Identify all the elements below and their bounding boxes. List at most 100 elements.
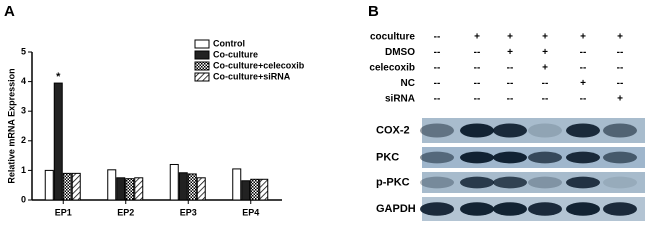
y-tick-label: 0 [21, 194, 26, 204]
band-label: PKC [376, 151, 399, 163]
treatment-cell: -- [434, 94, 441, 105]
legend-swatch [194, 39, 210, 49]
treatment-cell: + [542, 47, 548, 58]
treatment-cell: -- [434, 47, 441, 58]
blot: coculture -- + + + + + DMSO -- -- + + -- -- celecoxib -… [369, 32, 645, 221]
bar [116, 177, 126, 201]
bar [196, 177, 206, 201]
band [566, 123, 600, 138]
y-tick-label: 1 [21, 165, 26, 175]
treatment-cell: -- [580, 47, 587, 58]
legend-label: Co-culture+celecoxib [213, 60, 305, 70]
treatment-cell: + [507, 47, 513, 58]
bar [125, 178, 135, 201]
treatment-cell: -- [580, 94, 587, 105]
panel-label: A [4, 3, 15, 20]
band [603, 202, 637, 216]
treatment-cell: -- [617, 63, 624, 74]
band [528, 202, 562, 216]
bar [44, 169, 54, 201]
treatment-cell: -- [507, 94, 514, 105]
x-tick-label: EP2 [117, 207, 134, 217]
bar [178, 172, 188, 201]
treatment-cell: + [507, 32, 513, 43]
annotation: * [56, 71, 61, 83]
band [420, 202, 454, 216]
band [460, 202, 494, 216]
treatment-cell: -- [434, 32, 441, 43]
legend-label: Co-culture+siRNA [213, 71, 291, 81]
treatment-cell: -- [474, 94, 481, 105]
treatment-label: NC [401, 78, 415, 89]
figure: A B Relative mRNA Expression coculture --… [4, 3, 645, 221]
y-tick-label: 3 [21, 106, 26, 116]
bar [259, 178, 269, 201]
band [493, 202, 527, 216]
treatment-cell: -- [617, 47, 624, 58]
treatment-cell: -- [474, 47, 481, 58]
treatment-label: coculture [370, 32, 415, 43]
treatment-cell: + [542, 63, 548, 74]
treatment-cell: -- [617, 78, 624, 89]
treatment-cell: -- [434, 78, 441, 89]
treatment-label: celecoxib [369, 63, 415, 74]
bar [134, 177, 144, 201]
band [420, 151, 454, 164]
band [528, 176, 562, 189]
band [493, 123, 527, 138]
bar [169, 163, 179, 201]
bar [241, 180, 251, 201]
treatment-cell: -- [542, 78, 549, 89]
band [566, 202, 600, 216]
bar [187, 173, 197, 201]
treatment-label: siRNA [385, 94, 415, 105]
legend-swatch [194, 50, 210, 60]
band [420, 176, 454, 189]
treatment-cell: + [542, 32, 548, 43]
band [420, 123, 454, 138]
y-tick-label: 5 [21, 46, 26, 56]
treatment-cell: -- [474, 78, 481, 89]
treatment-cell: -- [580, 63, 587, 74]
treatment-cell: -- [434, 63, 441, 74]
bar [53, 82, 63, 201]
treatment-label: DMSO [385, 47, 415, 58]
treatment-cell: + [617, 94, 623, 105]
treatment-cell: + [617, 32, 623, 43]
bar [250, 178, 260, 201]
legend-label: Co-culture [213, 49, 258, 59]
y-axis-label: Relative mRNA Expression [6, 68, 16, 183]
treatment-cell: -- [507, 78, 514, 89]
treatment-cell: -- [542, 94, 549, 105]
band [528, 151, 562, 164]
bar [232, 168, 242, 201]
band [603, 151, 637, 164]
band-label: GAPDH [376, 203, 416, 215]
band [603, 123, 637, 138]
bar [107, 169, 117, 201]
band [493, 151, 527, 164]
treatment-cell: + [580, 32, 586, 43]
band [528, 123, 562, 138]
band [460, 123, 494, 138]
legend-swatch [194, 61, 210, 71]
band [460, 176, 494, 189]
band-label: COX-2 [376, 124, 410, 136]
band [603, 176, 637, 189]
x-tick-label: EP1 [55, 207, 72, 217]
treatment-cell: -- [474, 63, 481, 74]
bar [71, 172, 81, 201]
band-label: p-PKC [376, 176, 410, 188]
bar [62, 172, 72, 201]
y-tick-label: 4 [21, 76, 26, 86]
treatment-cell: -- [507, 63, 514, 74]
panel-label: B [368, 3, 379, 20]
band [566, 151, 600, 164]
x-tick-label: EP3 [180, 207, 197, 217]
x-tick-label: EP4 [242, 207, 259, 217]
treatment-cell: + [474, 32, 480, 43]
treatment-cell: + [580, 78, 586, 89]
y-tick-label: 2 [21, 135, 26, 145]
band [566, 176, 600, 189]
band [493, 176, 527, 189]
